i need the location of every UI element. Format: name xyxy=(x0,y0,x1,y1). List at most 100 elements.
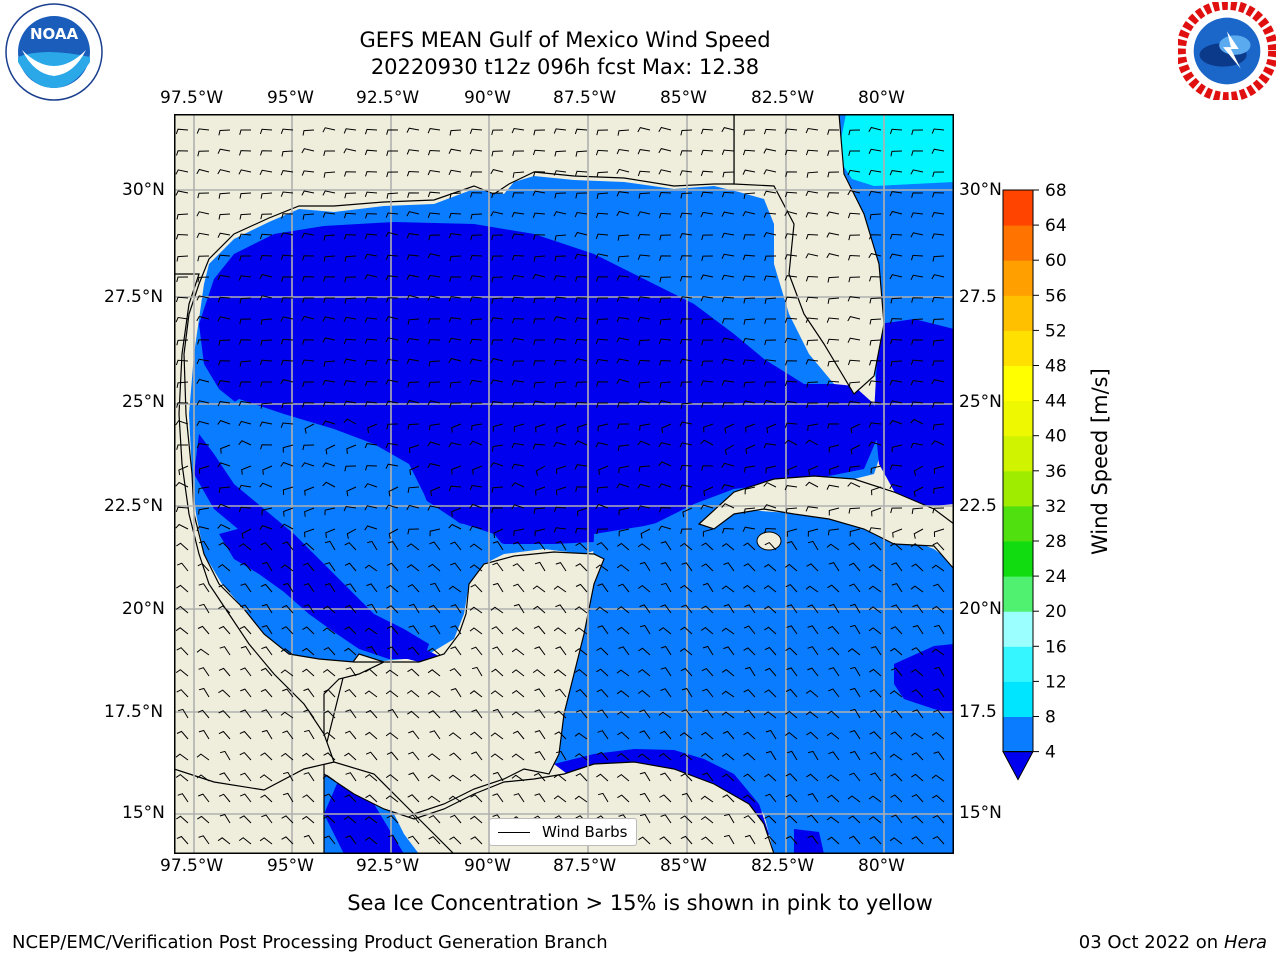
wind-barb xyxy=(911,507,924,514)
wind-barb xyxy=(784,275,798,281)
wind-barb xyxy=(364,128,378,135)
wind-barb xyxy=(513,528,525,536)
wind-barb xyxy=(679,233,693,239)
wind-barb xyxy=(638,647,651,656)
wind-barb xyxy=(472,465,483,475)
wind-barb xyxy=(910,379,924,386)
wind-barb xyxy=(471,423,483,431)
wind-barb xyxy=(175,669,189,677)
wind-barb xyxy=(617,129,630,136)
wind-barb xyxy=(490,732,504,740)
wind-barb xyxy=(344,688,357,698)
wind-barb xyxy=(533,255,546,262)
wind-barb xyxy=(766,423,777,434)
wind-barb xyxy=(344,297,357,304)
wind-barb xyxy=(701,360,714,367)
wind-barb xyxy=(868,606,882,614)
wind-barb xyxy=(259,254,273,261)
wind-barb xyxy=(344,626,357,635)
wind-barb xyxy=(703,486,714,497)
wind-barb xyxy=(388,486,399,497)
wind-barb xyxy=(260,444,273,450)
wind-barb xyxy=(261,625,273,635)
wind-barb xyxy=(574,627,588,635)
wind-barb xyxy=(302,255,315,261)
wind-barb xyxy=(178,465,189,476)
wind-barb xyxy=(386,423,399,430)
wind-barb xyxy=(616,210,630,217)
lat-label: 15°N xyxy=(122,803,165,823)
wind-barb xyxy=(323,150,335,157)
wind-barb xyxy=(217,296,231,303)
wind-barb xyxy=(826,380,840,386)
wind-barb xyxy=(723,834,735,845)
wind-barb xyxy=(324,793,336,803)
wind-barb xyxy=(175,753,189,761)
wind-barb xyxy=(280,316,294,322)
wind-barb xyxy=(868,422,882,428)
wind-barb xyxy=(850,423,861,434)
wind-barb xyxy=(240,604,252,614)
wind-barb xyxy=(786,528,798,537)
wind-barb xyxy=(469,525,483,531)
colorbar-tick-label: 44 xyxy=(1045,392,1067,412)
wind-barb xyxy=(492,771,504,782)
wind-barb xyxy=(301,359,315,365)
wind-barb xyxy=(408,603,420,614)
wind-barb xyxy=(302,647,315,656)
wind-barb xyxy=(806,731,819,740)
wind-barb xyxy=(428,814,441,824)
wind-barb xyxy=(931,648,945,656)
wind-barb xyxy=(596,297,608,303)
wind-barb xyxy=(450,688,462,698)
wind-barb xyxy=(301,315,315,321)
wind-barb xyxy=(281,626,294,635)
wind-barb xyxy=(826,338,840,345)
wind-barb xyxy=(910,274,924,281)
wind-barb xyxy=(680,773,693,782)
wind-barb xyxy=(469,440,483,446)
wind-barb xyxy=(511,627,525,635)
wind-barb xyxy=(406,399,420,406)
wind-barb xyxy=(323,646,336,656)
wind-barb xyxy=(660,814,672,824)
isle-of-youth-land xyxy=(756,531,782,551)
colorbar-segment xyxy=(1003,435,1033,472)
wind-barb xyxy=(196,774,210,782)
wind-barb xyxy=(238,837,252,845)
wind-barb xyxy=(617,626,630,635)
wind-barb xyxy=(197,562,210,572)
wind-barb xyxy=(827,625,840,635)
wind-barb xyxy=(303,772,315,782)
wind-barb xyxy=(259,482,273,488)
wind-barb xyxy=(763,232,777,238)
wind-barb xyxy=(932,339,945,346)
wind-barb xyxy=(364,274,378,280)
wind-barb xyxy=(511,648,525,656)
wind-barb xyxy=(386,150,398,157)
wind-barb xyxy=(637,254,651,260)
wind-barb xyxy=(743,815,756,824)
wind-barb xyxy=(491,486,504,493)
wind-barb xyxy=(679,442,693,448)
wind-barb xyxy=(764,255,777,262)
lat-label: 17.5 xyxy=(959,702,997,722)
wind-barb xyxy=(491,297,504,304)
wind-barb xyxy=(240,709,252,719)
wind-barb xyxy=(721,585,735,593)
wind-barb xyxy=(511,212,525,218)
wind-barb xyxy=(700,296,714,302)
wind-barb xyxy=(703,423,714,433)
wind-barb xyxy=(764,815,777,824)
sea-ice-note: Sea Ice Concentration > 15% is shown in … xyxy=(0,891,1280,915)
wind-barb xyxy=(721,191,735,198)
wind-barb xyxy=(325,444,336,455)
wind-barb xyxy=(470,171,483,177)
wind-barb xyxy=(681,562,693,572)
wind-barb xyxy=(849,583,861,593)
wind-barb xyxy=(469,149,483,155)
wind-barb xyxy=(490,317,504,323)
wind-barb xyxy=(868,795,882,803)
wind-barb xyxy=(702,528,714,537)
